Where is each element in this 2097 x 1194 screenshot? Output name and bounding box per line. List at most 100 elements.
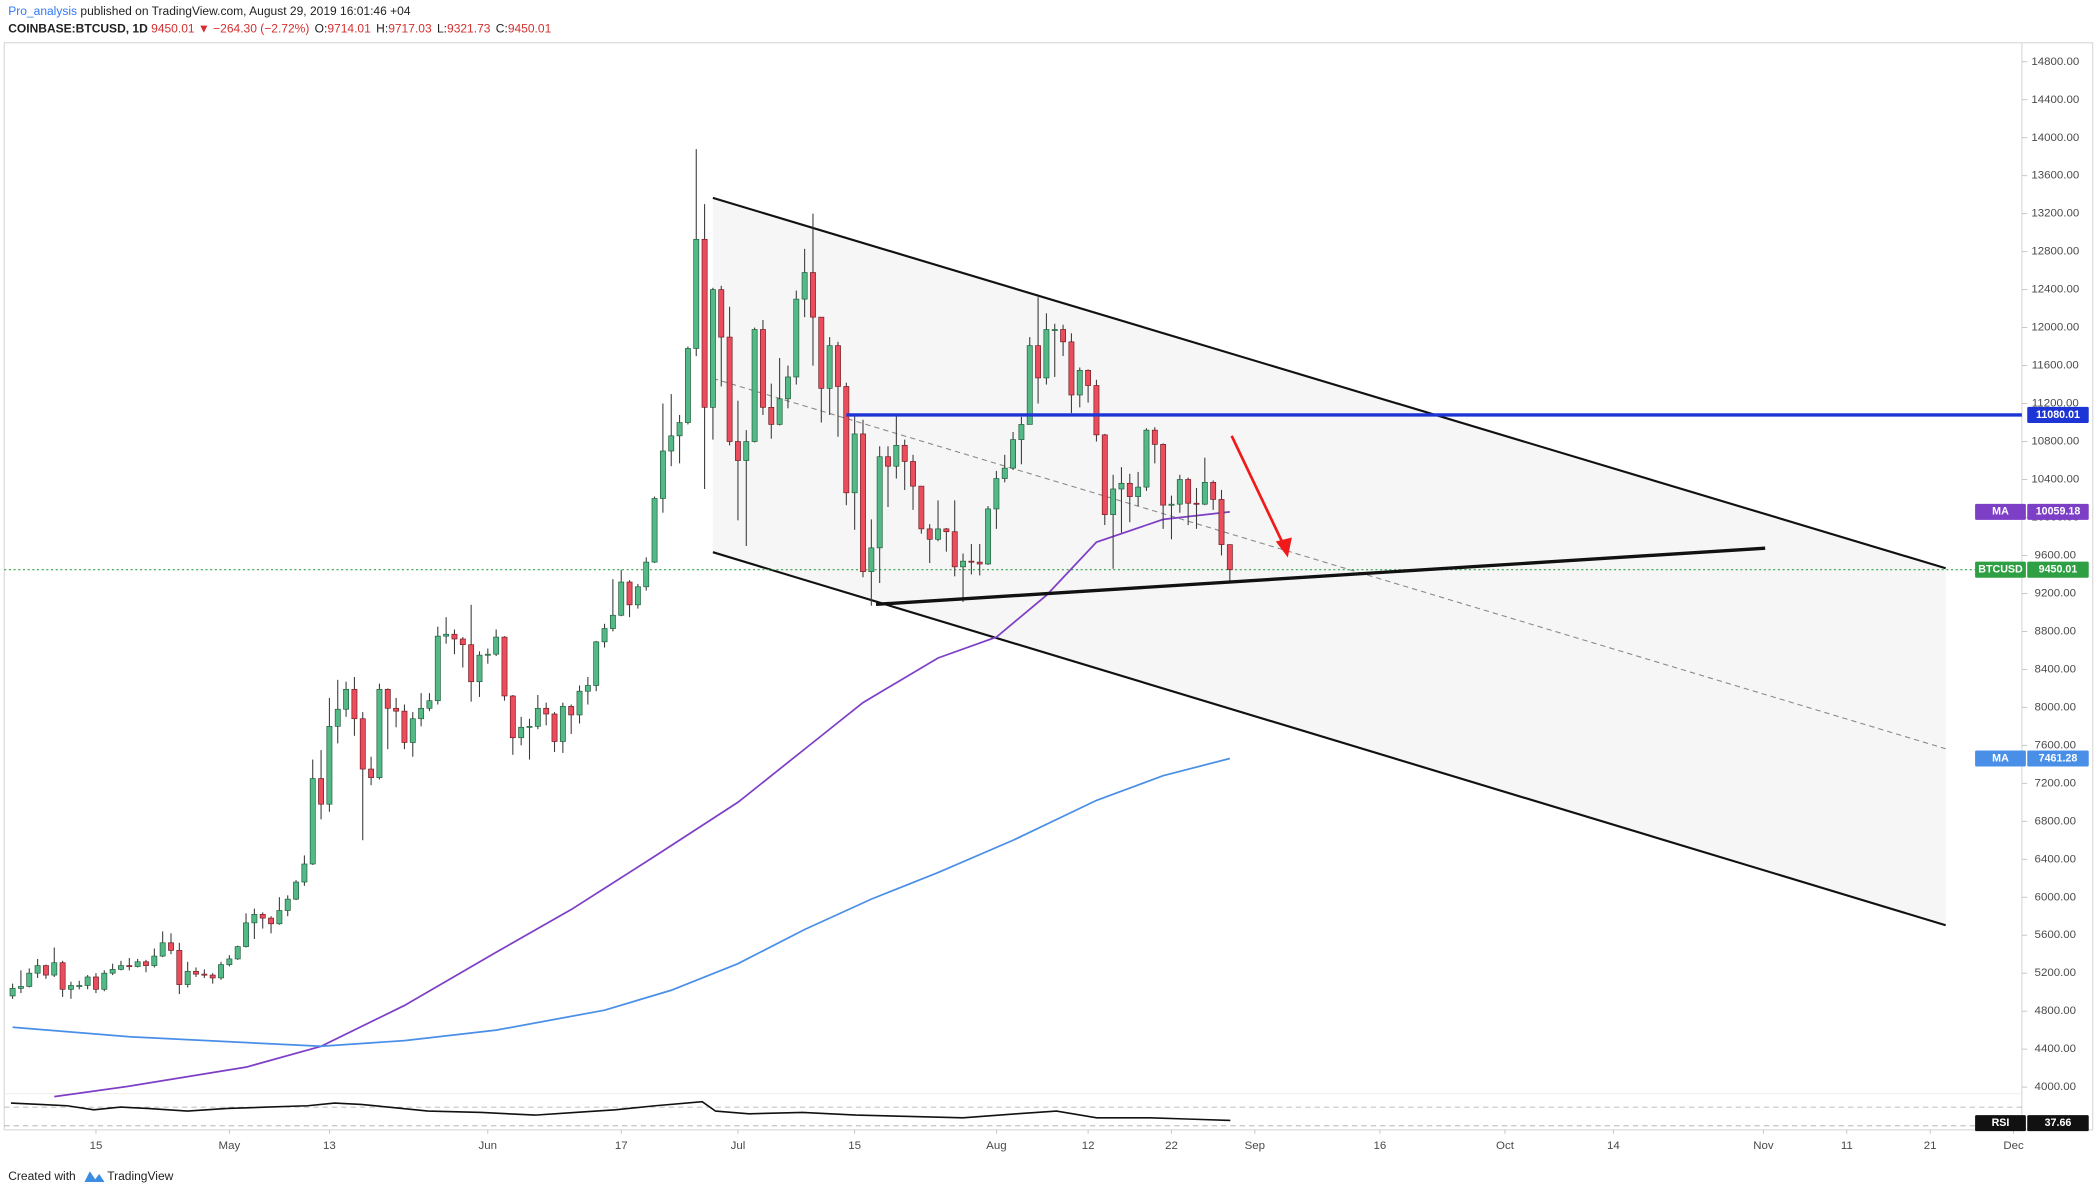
candle-body (785, 376, 791, 400)
candle-body (943, 528, 950, 533)
candle-body (1101, 434, 1108, 515)
candle-body (568, 706, 575, 716)
candle-body (1193, 502, 1200, 505)
x-tick-label: 17 (615, 1140, 628, 1152)
published: published on TradingView.com, August 29,… (77, 4, 411, 18)
candle-body (493, 636, 500, 655)
y-tick-label: 7200.00 (2035, 777, 2077, 789)
candle-body (1068, 341, 1075, 396)
ohlc-label: H: (376, 22, 388, 36)
badge-value-box (2027, 750, 2089, 767)
candle-body (843, 386, 850, 494)
candle-body (84, 976, 91, 986)
candle-body (1118, 482, 1125, 490)
y-tick-label: 14400.00 (2031, 94, 2079, 106)
candle-body (935, 528, 941, 540)
moving-average (54, 510, 1230, 1098)
candle-body (393, 707, 400, 712)
candle-body (59, 962, 66, 990)
ohlc-value: 9321.73 (447, 22, 491, 36)
candle-body (1001, 467, 1008, 479)
candle-body (134, 961, 141, 967)
candle-body (9, 988, 16, 997)
badge-value: 7461.28 (2039, 752, 2078, 764)
candle-body (543, 707, 550, 715)
y-tick-label: 8400.00 (2035, 663, 2077, 675)
candle-body (159, 942, 166, 957)
candle-body (459, 638, 466, 646)
candle-body (1218, 499, 1225, 545)
candle-body (893, 444, 900, 467)
candle-body (718, 289, 725, 338)
footer-brand[interactable]: TradingView (107, 1169, 173, 1183)
y-tick-label: 8000.00 (2035, 701, 2077, 713)
ohlc-value: 9714.01 (327, 22, 371, 36)
badge-value-box (2027, 1115, 2089, 1132)
candle-body (101, 972, 108, 990)
candle-body (343, 688, 350, 710)
candle-body (609, 614, 616, 629)
arrow-head (1275, 537, 1292, 558)
candle-body (751, 329, 758, 442)
y-tick-label: 8800.00 (2035, 625, 2077, 637)
candle-body (426, 700, 433, 709)
candle-body (368, 768, 375, 778)
candle-body (1135, 486, 1142, 497)
candle-body (168, 942, 174, 951)
x-tick-label: 15 (90, 1140, 103, 1152)
candle-body (509, 695, 516, 739)
candle-body (243, 922, 249, 947)
candle-body (109, 969, 116, 974)
candle-body (1160, 444, 1167, 506)
author[interactable]: Pro_analysis (8, 4, 77, 18)
candle-body (768, 407, 775, 425)
y-tick-label: 14000.00 (2031, 132, 2079, 144)
candle-body (143, 961, 149, 966)
candle-body (1051, 329, 1058, 331)
candle-body (51, 962, 58, 976)
candle-body (593, 641, 600, 686)
x-tick-label: May (219, 1140, 241, 1152)
candle-body (818, 316, 825, 389)
candle-body (1018, 424, 1025, 440)
ohlc-label: O: (315, 22, 328, 36)
level-badge-text: 11080.01 (2036, 409, 2080, 421)
y-tick-label: 4400.00 (2035, 1043, 2077, 1055)
candle-body (501, 636, 508, 697)
candle-body (1060, 329, 1067, 343)
candle-body (351, 688, 358, 720)
candle-body (951, 531, 958, 568)
x-tick-label: Sep (1245, 1140, 1265, 1152)
candle-body (268, 917, 274, 925)
candle-body (968, 560, 975, 563)
candle-body (618, 581, 625, 616)
badge-name-box (1975, 503, 2026, 520)
candle-body (960, 560, 966, 568)
candle-body (776, 398, 783, 425)
candle-body (793, 298, 800, 378)
x-tick-label: Oct (1496, 1140, 1515, 1152)
y-tick-label: 6400.00 (2035, 853, 2077, 865)
y-tick-label: 12400.00 (2031, 284, 2079, 296)
y-tick-label: 11600.00 (2032, 360, 2079, 372)
candle-body (376, 688, 383, 778)
candle-body (251, 913, 258, 924)
change: 9450.01 ▼ −264.30 (−2.72%) (151, 22, 309, 36)
candle-body (534, 707, 541, 727)
support-line (875, 546, 1766, 607)
candle-body (484, 653, 491, 656)
y-tick-label: 13200.00 (2031, 208, 2079, 220)
candle-body (1043, 329, 1050, 379)
y-tick-label: 10400.00 (2031, 474, 2079, 486)
candle-body (860, 433, 866, 572)
candle-body (526, 726, 533, 728)
candle-body (559, 706, 566, 742)
candle-body (68, 985, 74, 990)
candle-body (993, 478, 1000, 510)
badge-name: BTCUSD (1978, 564, 2023, 576)
candle-body (93, 976, 99, 990)
candle-body (584, 685, 591, 692)
candle-body (401, 710, 408, 743)
